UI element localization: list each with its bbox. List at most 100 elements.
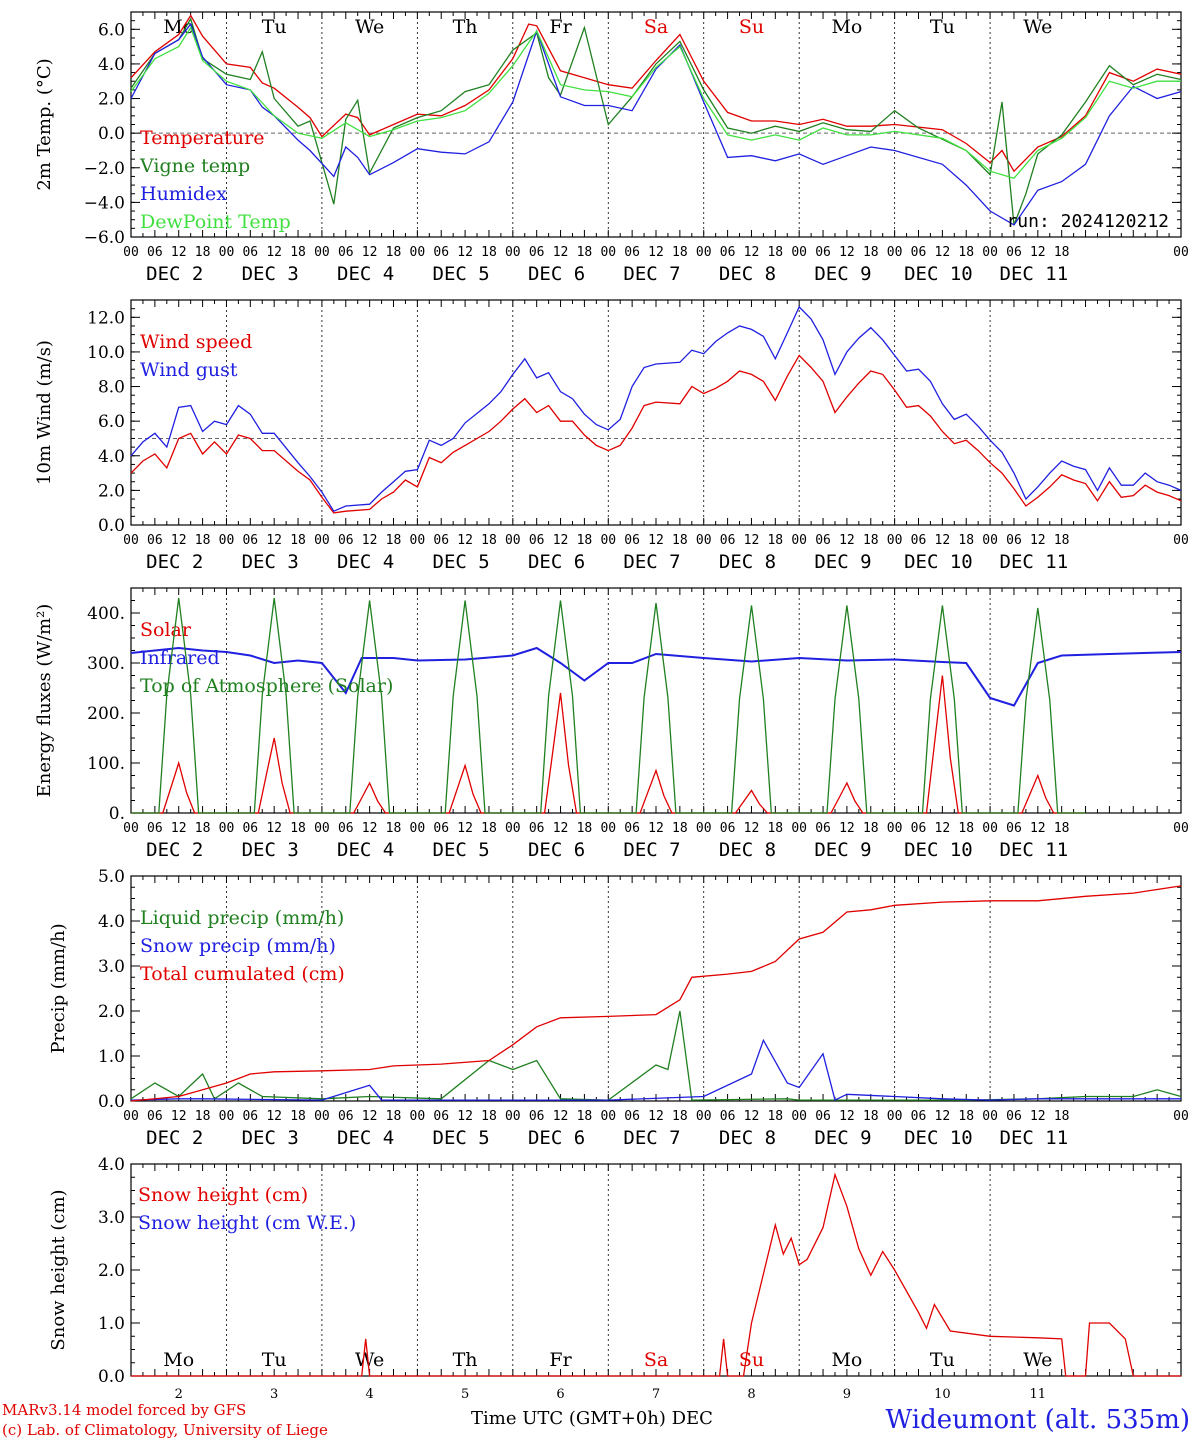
hour-label: 00 [410,533,426,548]
hour-label: 12 [648,821,664,836]
weekday-label: Tu [930,1349,955,1371]
hour-label: 06 [242,245,258,260]
day-number: 4 [365,1387,373,1402]
hour-label: 06 [433,533,449,548]
date-label: DEC 5 [433,839,490,861]
hour-label: 00 [410,245,426,260]
panel-4: 5.0 4.0 3.0 2.0 1.0 0.0 Precip (mm/h) 00 06 12 18 D… [48,867,1189,1149]
hour-label: 18 [577,1109,593,1124]
hour-label: 18 [577,821,593,836]
date-label: DEC 5 [433,263,490,285]
y-tick-label: 10.0 [87,343,125,363]
hour-label: 18 [767,245,783,260]
series-line-1 [131,1172,1181,1377]
legend-entry: Infrared [140,647,220,669]
date-label: DEC 11 [1000,263,1069,285]
hour-label: 18 [481,1109,497,1124]
hour-label: 12 [553,245,569,260]
date-label: DEC 4 [337,263,394,285]
hour-label: 12 [457,1109,473,1124]
date-label: DEC 9 [814,1127,871,1149]
y-tick-label: 2.0 [98,1002,125,1022]
legend-entry: Wind speed [140,331,252,353]
hour-label: 12 [935,245,951,260]
day-number: 2 [175,1387,183,1402]
date-label: DEC 6 [528,551,585,573]
hour-label: 00 [505,1109,521,1124]
hour-label: 18 [767,533,783,548]
hour-label: 06 [624,533,640,548]
hour-label: 12 [1030,245,1046,260]
date-label: DEC 4 [337,551,394,573]
hour-label: 06 [720,821,736,836]
hour-label: 18 [672,1109,688,1124]
date-label: DEC 8 [719,551,776,573]
day-number: 3 [270,1387,278,1402]
hour-label: 00 [123,533,139,548]
panel-2: 12.0 10.0 8.0 6.0 4.0 2.0 0.0 10m Wind (m/s) 00 0… [34,299,1189,573]
y-tick-label: 0.0 [98,124,125,144]
plot-frame [130,587,1182,814]
weekday-label: Th [453,16,478,38]
hour-label: 00 [982,245,998,260]
legend-entry: Snow precip (mm/h) [140,935,336,957]
hour-label: 12 [362,245,378,260]
series-line-1 [130,1010,1182,1101]
y-tick-label: 4.0 [98,1155,125,1175]
date-label: DEC 7 [623,551,680,573]
hour-label: 18 [481,245,497,260]
hour-label: 00 [982,1109,998,1124]
hour-label: 18 [958,821,974,836]
hour-label: 12 [457,245,473,260]
weekday-label: Sa [644,16,668,38]
hour-label: 06 [338,821,354,836]
date-label: DEC 3 [242,551,299,573]
hour-label: 06 [624,245,640,260]
legend-entry: Humidex [140,183,227,205]
series-line-3 [131,597,1086,814]
hour-label: 12 [266,533,282,548]
hour-label: 00 [314,533,330,548]
date-label: DEC 9 [814,551,871,573]
hour-label: 06 [624,821,640,836]
hour-label: 12 [171,245,187,260]
weekday-label: Th [453,1349,478,1371]
day-number: 6 [556,1387,564,1402]
hour-label: 00 [696,821,712,836]
hour-label: 00 [410,821,426,836]
hour-label: 06 [911,1109,927,1124]
hour-label: 12 [266,1109,282,1124]
series-line-3 [130,22,1182,226]
hour-label: 00 [1173,245,1189,260]
date-label: DEC 11 [1000,551,1069,573]
legend-entry: Liquid precip (mm/h) [140,907,344,929]
hour-label: 06 [338,533,354,548]
hour-label: 12 [362,821,378,836]
hour-label: 00 [219,821,235,836]
y-tick-label: 0.0 [98,1367,125,1387]
hour-label: 00 [600,1109,616,1124]
date-label: DEC 5 [433,551,490,573]
hour-label: 18 [481,533,497,548]
hour-label: 12 [648,1109,664,1124]
weekday-label: Fr [549,1349,572,1371]
series-line-1 [130,354,1182,514]
date-label: DEC 7 [623,839,680,861]
hour-label: 18 [1054,533,1070,548]
hour-label: 12 [935,821,951,836]
date-label: DEC 10 [904,1127,973,1149]
date-label: DEC 10 [904,263,973,285]
hour-label: 12 [266,821,282,836]
weekday-label: Tu [930,16,955,38]
hour-label: 00 [219,1109,235,1124]
y-tick-label: 0. [109,804,125,824]
date-label: DEC 8 [719,839,776,861]
hour-label: 18 [958,1109,974,1124]
hour-label: 00 [600,533,616,548]
hour-label: 06 [433,821,449,836]
hour-label: 18 [863,533,879,548]
hour-label: 00 [219,245,235,260]
hour-label: 18 [672,245,688,260]
hour-label: 12 [1030,821,1046,836]
